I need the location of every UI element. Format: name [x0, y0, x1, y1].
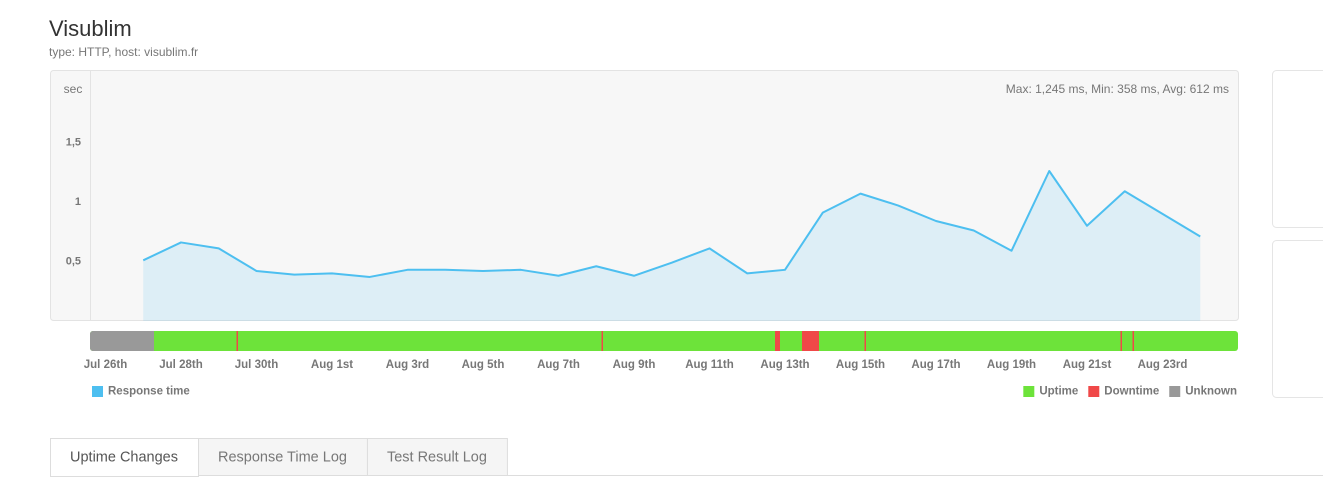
x-tick-label: Aug 19th — [987, 359, 1036, 371]
x-tick-label: Aug 21st — [1063, 359, 1112, 371]
y-axis-label: sec — [64, 82, 83, 96]
legend-label: Response time — [108, 386, 190, 398]
tab[interactable]: Response Time Log — [198, 438, 368, 476]
x-tick-label: Aug 13th — [760, 359, 809, 371]
area — [143, 171, 1201, 321]
uptime-segment — [90, 331, 1238, 351]
downtime-segment — [1132, 331, 1134, 351]
x-tick-label: Aug 5th — [462, 359, 505, 371]
status-legend-swatch — [1088, 386, 1100, 397]
tab-label[interactable]: Response Time Log — [218, 449, 347, 465]
status-legend-label: Uptime — [1039, 386, 1078, 398]
legend-swatch — [92, 386, 103, 397]
x-tick-label: Jul 30th — [235, 359, 278, 371]
plot-area — [50, 70, 1239, 321]
tab-box[interactable] — [198, 438, 368, 476]
x-tick-label: Aug 7th — [537, 359, 580, 371]
downtime-segment — [236, 331, 238, 351]
line — [142, 170, 1201, 278]
tab[interactable]: Test Result Log — [366, 438, 508, 476]
x-tick-label: Aug 11th — [685, 359, 734, 371]
status-legend-swatch — [1023, 386, 1035, 397]
status-legend-label: Unknown — [1185, 386, 1237, 398]
side-panel — [1272, 240, 1323, 398]
tab-label[interactable]: Test Result Log — [387, 449, 487, 465]
side-panel — [1272, 70, 1323, 228]
tab-box[interactable] — [366, 438, 508, 476]
subtitle: type: HTTP, host: visublim.fr — [49, 45, 198, 59]
tab-box[interactable] — [50, 438, 199, 477]
tab-label[interactable]: Uptime Changes — [70, 449, 178, 465]
x-tick-label: Aug 15th — [836, 359, 885, 371]
unknown-segment — [90, 331, 154, 351]
title: Visublim — [49, 16, 132, 41]
x-tick-label: Aug 23rd — [1138, 359, 1188, 371]
status-legend-swatch — [1169, 386, 1181, 397]
x-tick-label: Jul 28th — [159, 359, 202, 371]
downtime-segment — [1120, 331, 1122, 351]
y-tick-label: 1,5 — [66, 136, 81, 148]
y-tick-label: 1 — [75, 196, 81, 208]
x-tick-label: Aug 9th — [613, 359, 656, 371]
downtime-segment — [864, 331, 866, 351]
downtime-segment — [775, 331, 780, 351]
x-tick-label: Aug 3rd — [386, 359, 429, 371]
tabs: Uptime Changes Response Time Log Test Resu… — [50, 438, 508, 477]
x-tick-label: Aug 17th — [911, 359, 960, 371]
x-tick-label: Jul 26th — [84, 359, 127, 371]
downtime-segment — [601, 331, 603, 351]
tab[interactable]: Uptime Changes — [50, 438, 199, 477]
stats: Max: 1,245 ms, Min: 358 ms, Avg: 612 ms — [1006, 82, 1229, 96]
x-tick-label: Aug 1st — [311, 359, 353, 371]
y-tick-label: 0,5 — [66, 255, 81, 267]
status-legend-label: Downtime — [1104, 386, 1159, 398]
downtime-segment — [802, 331, 819, 351]
status-bar — [90, 331, 1238, 351]
